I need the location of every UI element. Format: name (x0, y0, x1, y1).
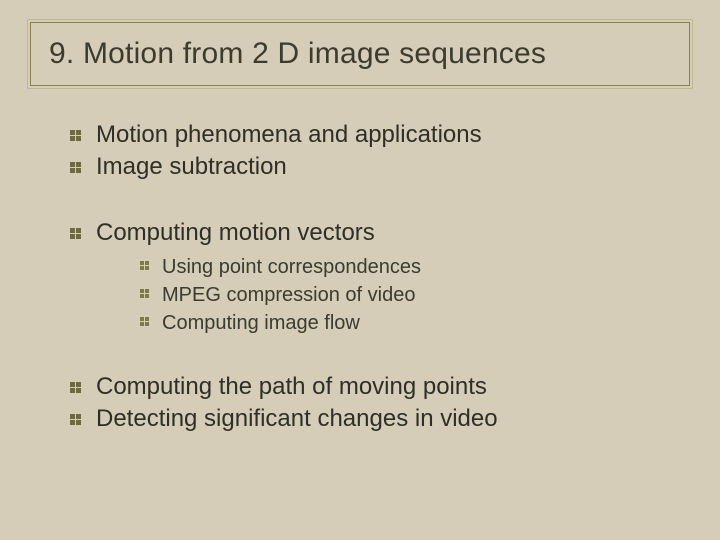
bullet-list: Computing the path of moving points Dete… (62, 372, 670, 434)
spacer (62, 338, 670, 372)
list-item: Motion phenomena and applications (62, 120, 670, 150)
list-item: Computing motion vectors Using point cor… (62, 218, 670, 336)
bullet-list: Motion phenomena and applications Image … (62, 120, 670, 182)
list-item: Computing the path of moving points (62, 372, 670, 402)
bullet-list: Computing motion vectors Using point cor… (62, 218, 670, 336)
slide-title: 9. Motion from 2 D image sequences (49, 37, 671, 71)
list-item-label: Computing motion vectors (96, 219, 375, 246)
list-item: Computing image flow (136, 310, 670, 336)
sub-bullet-list: Using point correspondences MPEG compres… (96, 254, 670, 336)
spacer (62, 184, 670, 218)
slide: 9. Motion from 2 D image sequences Motio… (0, 0, 720, 540)
list-item: Image subtraction (62, 152, 670, 182)
content-area: Motion phenomena and applications Image … (62, 120, 670, 436)
list-item: Detecting significant changes in video (62, 404, 670, 434)
title-container: 9. Motion from 2 D image sequences (30, 22, 690, 86)
list-item: MPEG compression of video (136, 282, 670, 308)
list-item: Using point correspondences (136, 254, 670, 280)
